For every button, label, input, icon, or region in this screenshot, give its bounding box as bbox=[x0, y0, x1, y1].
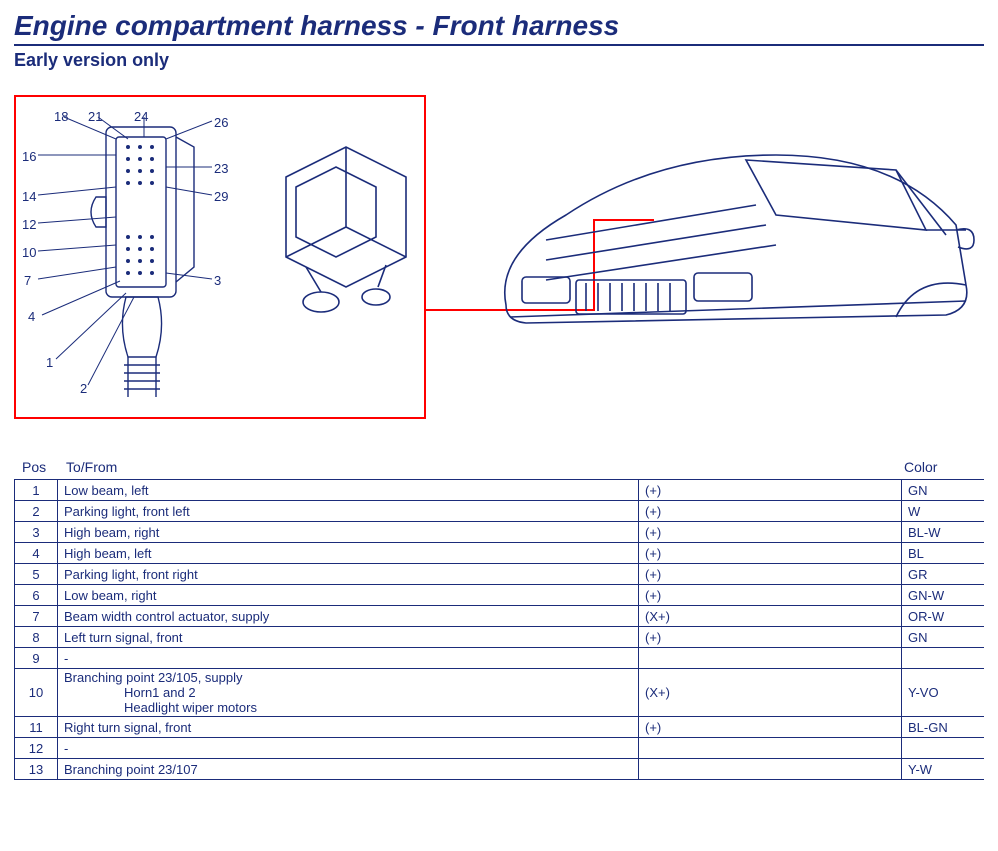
cell-pos: 3 bbox=[15, 522, 58, 543]
pin-label: 26 bbox=[214, 115, 228, 130]
table-row: 13Branching point 23/107 Y-W bbox=[15, 759, 985, 780]
table-row: 7Beam width control actuator, supply(X+)… bbox=[15, 606, 985, 627]
cell-color: GR bbox=[902, 564, 985, 585]
cell-signal: (+) bbox=[639, 585, 902, 606]
table-row: 3High beam, right(+)BL-W bbox=[15, 522, 985, 543]
cell-signal bbox=[639, 648, 902, 669]
cell-desc: Branching point 23/105, supplyHorn1 and … bbox=[58, 669, 639, 717]
pin-label: 10 bbox=[22, 245, 36, 260]
page-subtitle: Early version only bbox=[14, 50, 984, 71]
cell-color: GN-W bbox=[902, 585, 985, 606]
pin-label: 12 bbox=[22, 217, 36, 232]
pin-label: 18 bbox=[54, 109, 68, 124]
table-row: 9- bbox=[15, 648, 985, 669]
table-row: 10Branching point 23/105, supplyHorn1 an… bbox=[15, 669, 985, 717]
table-row: 5Parking light, front right(+)GR bbox=[15, 564, 985, 585]
pin-label: 16 bbox=[22, 149, 36, 164]
cell-color: BL bbox=[902, 543, 985, 564]
cell-desc: High beam, left bbox=[58, 543, 639, 564]
page-title: Engine compartment harness - Front harne… bbox=[14, 10, 984, 46]
cell-pos: 1 bbox=[15, 480, 58, 501]
pin-label: 24 bbox=[134, 109, 148, 124]
pin-label: 21 bbox=[88, 109, 102, 124]
col-signal bbox=[644, 459, 904, 475]
cell-desc-sub: Headlight wiper motors bbox=[64, 700, 632, 715]
cell-color bbox=[902, 738, 985, 759]
cell-desc: Left turn signal, front bbox=[58, 627, 639, 648]
connector-diagram-box: 1821242623293161412107412 bbox=[14, 95, 426, 419]
diagram-row: 1821242623293161412107412 bbox=[14, 95, 984, 419]
pin-label: 1 bbox=[46, 355, 53, 370]
cell-pos: 8 bbox=[15, 627, 58, 648]
pin-label: 7 bbox=[24, 273, 31, 288]
cell-color: BL-W bbox=[902, 522, 985, 543]
cell-desc: - bbox=[58, 738, 639, 759]
cell-desc: Low beam, right bbox=[58, 585, 639, 606]
cell-pos: 5 bbox=[15, 564, 58, 585]
cell-color: Y-W bbox=[902, 759, 985, 780]
cell-desc: Parking light, front right bbox=[58, 564, 639, 585]
col-desc: To/From bbox=[66, 459, 644, 475]
cell-color: GN bbox=[902, 627, 985, 648]
table-row: 1Low beam, left(+)GN bbox=[15, 480, 985, 501]
table-row: 6Low beam, right(+)GN-W bbox=[15, 585, 985, 606]
table-row: 8Left turn signal, front(+)GN bbox=[15, 627, 985, 648]
cell-signal: (+) bbox=[639, 627, 902, 648]
cell-pos: 11 bbox=[15, 717, 58, 738]
cell-color: GN bbox=[902, 480, 985, 501]
cell-signal: (+) bbox=[639, 522, 902, 543]
wiring-table: 1Low beam, left(+)GN2Parking light, fron… bbox=[14, 479, 984, 780]
cell-signal: (+) bbox=[639, 717, 902, 738]
cell-pos: 2 bbox=[15, 501, 58, 522]
cell-pos: 4 bbox=[15, 543, 58, 564]
cell-color: BL-GN bbox=[902, 717, 985, 738]
cell-signal bbox=[639, 738, 902, 759]
cell-signal: (+) bbox=[639, 501, 902, 522]
cell-color: OR-W bbox=[902, 606, 985, 627]
pin-label: 2 bbox=[80, 381, 87, 396]
cell-desc: Beam width control actuator, supply bbox=[58, 606, 639, 627]
car-svg bbox=[426, 95, 986, 415]
col-pos: Pos bbox=[22, 459, 66, 475]
pin-label: 29 bbox=[214, 189, 228, 204]
cell-color bbox=[902, 648, 985, 669]
cell-desc: Parking light, front left bbox=[58, 501, 639, 522]
cell-desc-sub: Horn1 and 2 bbox=[64, 685, 632, 700]
cell-signal bbox=[639, 759, 902, 780]
cell-desc: Branching point 23/107 bbox=[58, 759, 639, 780]
table-row: 11Right turn signal, front(+)BL-GN bbox=[15, 717, 985, 738]
cell-pos: 12 bbox=[15, 738, 58, 759]
pin-label: 23 bbox=[214, 161, 228, 176]
pin-label: 3 bbox=[214, 273, 221, 288]
cell-desc: High beam, right bbox=[58, 522, 639, 543]
col-color: Color bbox=[904, 459, 984, 475]
cell-desc: Low beam, left bbox=[58, 480, 639, 501]
cell-desc: Right turn signal, front bbox=[58, 717, 639, 738]
pin-label: 14 bbox=[22, 189, 36, 204]
cell-signal: (X+) bbox=[639, 606, 902, 627]
cell-signal: (+) bbox=[639, 480, 902, 501]
cell-pos: 9 bbox=[15, 648, 58, 669]
cell-color: Y-VO bbox=[902, 669, 985, 717]
cell-pos: 7 bbox=[15, 606, 58, 627]
cell-signal: (+) bbox=[639, 543, 902, 564]
cell-desc: - bbox=[58, 648, 639, 669]
cell-pos: 6 bbox=[15, 585, 58, 606]
cell-pos: 10 bbox=[15, 669, 58, 717]
table-row: 4High beam, left(+)BL bbox=[15, 543, 985, 564]
cell-pos: 13 bbox=[15, 759, 58, 780]
table-row: 2Parking light, front left(+)W bbox=[15, 501, 985, 522]
cell-signal: (+) bbox=[639, 564, 902, 585]
table-header: Pos To/From Color bbox=[14, 459, 984, 479]
table-row: 12- bbox=[15, 738, 985, 759]
cell-color: W bbox=[902, 501, 985, 522]
vehicle-outline bbox=[426, 95, 984, 415]
connector-svg bbox=[16, 97, 424, 417]
cell-signal: (X+) bbox=[639, 669, 902, 717]
pin-label: 4 bbox=[28, 309, 35, 324]
